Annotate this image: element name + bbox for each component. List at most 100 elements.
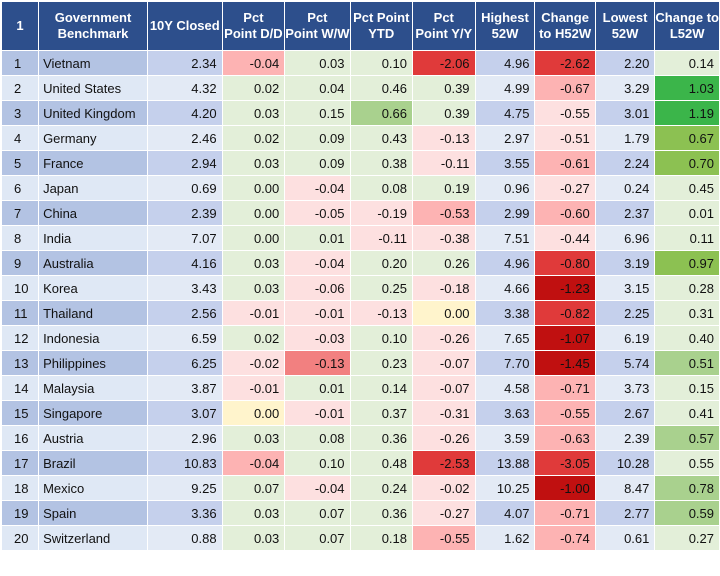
highest-52w: 3.59	[474, 425, 536, 451]
change-to-l52w: 0.57	[654, 425, 720, 451]
header-dd-line2: Point D/D	[224, 26, 283, 41]
header-yy: Pct Point Y/Y	[412, 1, 476, 51]
yield-10y-closed: 4.16	[146, 250, 223, 276]
country-name: Spain	[38, 500, 148, 526]
country-name: India	[38, 225, 148, 251]
row-index: 3	[0, 100, 40, 126]
change-to-l52w: 0.41	[654, 400, 720, 426]
pct-point-dd: 0.00	[221, 200, 286, 226]
row-index: 2	[0, 75, 40, 101]
pct-point-yy: -0.31	[412, 400, 476, 426]
pct-point-ytd: 0.36	[349, 425, 414, 451]
pct-point-ww: 0.04	[284, 75, 351, 101]
lowest-52w: 2.67	[594, 400, 656, 426]
pct-point-ww: 0.09	[284, 150, 351, 176]
lowest-52w: 5.74	[594, 350, 656, 376]
change-to-l52w: 0.15	[654, 375, 720, 401]
row-index: 11	[0, 300, 40, 326]
table-row: 9 Australia 4.16 0.03 -0.04 0.20 0.26 4.96 -0.80…	[0, 250, 720, 276]
pct-point-ww: -0.04	[284, 175, 351, 201]
lowest-52w: 3.15	[594, 275, 656, 301]
change-to-h52w: -1.00	[534, 475, 596, 501]
change-to-h52w: -1.45	[534, 350, 596, 376]
pct-point-yy: -2.53	[412, 450, 476, 476]
pct-point-yy: -0.26	[412, 425, 476, 451]
change-to-l52w: 0.11	[654, 225, 720, 251]
yield-10y-closed: 2.94	[146, 150, 223, 176]
pct-point-ytd: -0.11	[349, 225, 414, 251]
change-to-l52w: 1.03	[654, 75, 720, 101]
pct-point-dd: 0.03	[221, 250, 286, 276]
header-chg-h52w: Change to H52W	[534, 1, 596, 51]
pct-point-yy: -0.13	[412, 125, 476, 151]
country-name: Indonesia	[38, 325, 148, 351]
lowest-52w: 10.28	[594, 450, 656, 476]
pct-point-dd: 0.03	[221, 500, 286, 526]
lowest-52w: 6.19	[594, 325, 656, 351]
row-index: 15	[0, 400, 40, 426]
pct-point-yy: 0.19	[412, 175, 476, 201]
table-row: 1 Vietnam 2.34 -0.04 0.03 0.10 -2.06 4.96 -2.62 2…	[0, 50, 720, 76]
highest-52w: 3.38	[474, 300, 536, 326]
pct-point-yy: -0.02	[412, 475, 476, 501]
header-ytd-line1: Pct Point	[353, 10, 410, 25]
pct-point-dd: -0.04	[221, 50, 286, 76]
pct-point-ww: -0.04	[284, 250, 351, 276]
country-name: United Kingdom	[38, 100, 148, 126]
yield-10y-closed: 2.46	[146, 125, 223, 151]
change-to-h52w: -0.44	[534, 225, 596, 251]
table-row: 10 Korea 3.43 0.03 -0.06 0.25 -0.18 4.66 -1.23 3.…	[0, 275, 720, 301]
yield-10y-closed: 3.87	[146, 375, 223, 401]
pct-point-dd: 0.07	[221, 475, 286, 501]
row-index: 19	[0, 500, 40, 526]
row-index: 4	[0, 125, 40, 151]
lowest-52w: 2.39	[594, 425, 656, 451]
pct-point-dd: 0.02	[221, 325, 286, 351]
change-to-h52w: -1.23	[534, 275, 596, 301]
change-to-h52w: -2.62	[534, 50, 596, 76]
pct-point-dd: -0.04	[221, 450, 286, 476]
highest-52w: 10.25	[474, 475, 536, 501]
pct-point-ww: -0.03	[284, 325, 351, 351]
pct-point-yy: -0.26	[412, 325, 476, 351]
table-row: 15 Singapore 3.07 0.00 -0.01 0.37 -0.31 3.63 -0.…	[0, 400, 720, 426]
change-to-l52w: 1.19	[654, 100, 720, 126]
pct-point-ytd: -0.13	[349, 300, 414, 326]
lowest-52w: 2.24	[594, 150, 656, 176]
highest-52w: 0.96	[474, 175, 536, 201]
header-high-52w: Highest 52W	[474, 1, 536, 51]
header-ww-line2: Point W/W	[285, 26, 350, 41]
change-to-h52w: -0.71	[534, 375, 596, 401]
header-10y-closed-line1: 10Y Closed	[149, 18, 220, 33]
pct-point-ww: -0.06	[284, 275, 351, 301]
table-row: 8 India 7.07 0.00 0.01 -0.11 -0.38 7.51 -0.44 6.9…	[0, 225, 720, 251]
pct-point-ytd: 0.10	[349, 50, 414, 76]
pct-point-ytd: 0.43	[349, 125, 414, 151]
yield-10y-closed: 4.32	[146, 75, 223, 101]
highest-52w: 7.70	[474, 350, 536, 376]
header-chg-l52w: Change to L52W	[654, 1, 720, 51]
pct-point-ww: 0.03	[284, 50, 351, 76]
pct-point-ytd: 0.10	[349, 325, 414, 351]
country-name: Singapore	[38, 400, 148, 426]
lowest-52w: 3.73	[594, 375, 656, 401]
pct-point-ww: -0.01	[284, 300, 351, 326]
country-name: Japan	[38, 175, 148, 201]
header-10y-closed: 10Y Closed	[146, 1, 223, 51]
header-chg-l52w-line1: Change to	[655, 10, 719, 25]
row-index: 13	[0, 350, 40, 376]
row-index: 16	[0, 425, 40, 451]
change-to-h52w: -0.63	[534, 425, 596, 451]
table-row: 18 Mexico 9.25 0.07 -0.04 0.24 -0.02 10.25 -1.00…	[0, 475, 720, 501]
row-index: 1	[0, 50, 40, 76]
highest-52w: 4.99	[474, 75, 536, 101]
pct-point-ytd: 0.37	[349, 400, 414, 426]
pct-point-ww: 0.15	[284, 100, 351, 126]
lowest-52w: 3.19	[594, 250, 656, 276]
change-to-h52w: -0.55	[534, 400, 596, 426]
pct-point-ww: -0.13	[284, 350, 351, 376]
country-name: Germany	[38, 125, 148, 151]
highest-52w: 3.55	[474, 150, 536, 176]
yield-10y-closed: 3.43	[146, 275, 223, 301]
yield-10y-closed: 6.25	[146, 350, 223, 376]
